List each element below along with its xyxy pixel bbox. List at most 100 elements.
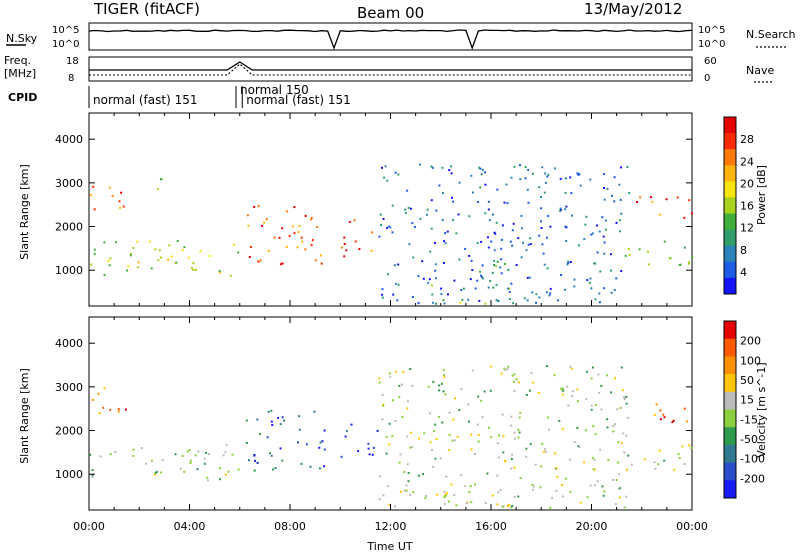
range-cell [448,411,451,414]
range-cell [443,240,446,243]
range-cell [438,184,441,187]
range-cell [512,222,515,225]
range-cell [224,451,227,454]
range-cell [433,430,436,432]
range-cell [406,189,409,192]
range-cell [624,254,627,257]
velocity-colorbar: 200 100 50 15 -15 -50 -100 -200 [723,320,765,499]
range-cell [398,396,401,399]
range-cell [353,219,356,222]
range-cell [647,263,650,266]
cpid-label: CPID [8,91,37,104]
range-cell [602,235,605,238]
range-cell [426,208,429,211]
range-cell [229,274,232,277]
range-cell [478,299,481,302]
range-cell [382,218,385,220]
range-cell [601,485,604,488]
range-cell [527,168,530,171]
range-cell [523,297,526,300]
range-cell [503,367,506,370]
range-cell [557,299,559,302]
range-cell [454,397,456,400]
range-cell [678,457,681,459]
range-cell [319,254,322,257]
range-cell [443,376,446,379]
range-cell [598,301,601,304]
range-cell [181,455,184,457]
range-cell [559,207,562,210]
y-tick-label: 2000 [55,221,83,234]
range-cell [481,416,484,419]
range-cell [99,455,102,458]
colorbar-swatch [724,391,736,410]
range-cell [469,485,472,487]
freq-tick-top: 18 [66,56,79,67]
range-cell [529,243,532,246]
range-cell [403,489,406,492]
range-cell [497,491,500,494]
range-cell [409,368,412,370]
range-cell [150,459,153,462]
range-cell [247,224,250,227]
range-cell [534,463,537,466]
range-cell [651,200,654,203]
range-cell [596,480,599,483]
range-cell [577,173,580,176]
colorbar-frame [723,320,737,499]
range-cell [597,373,600,376]
range-cell [603,198,606,201]
range-cell [623,398,626,400]
range-cell [603,252,606,255]
range-cell [495,283,498,286]
range-cell [529,443,532,446]
nsearch-tick-bottom: 10^0 [698,39,725,50]
velocity-cbar-label: Velocity [m s^-1] [755,362,768,457]
range-cell [205,451,208,454]
range-cell [564,225,567,228]
range-cell [501,224,504,227]
range-cell [385,452,388,455]
range-cell [253,205,256,208]
range-cell [538,296,541,299]
colorbar-tick-label: 28 [740,133,754,146]
range-cell [320,262,323,265]
range-cell [318,467,321,470]
range-cell [344,435,347,438]
range-cell [603,241,606,244]
range-cell [493,249,496,252]
range-cell [480,274,482,277]
range-cell [490,436,493,439]
range-cell [468,215,471,218]
range-cell [304,214,307,217]
range-cell [443,496,446,498]
colorbar-frame [723,116,737,295]
range-cell [495,299,498,302]
range-cell [382,404,385,407]
range-cell [225,443,228,446]
range-cell [386,227,389,230]
range-cell [429,250,432,253]
range-cell [298,224,301,227]
range-cell [441,166,444,169]
range-cell [246,214,249,217]
range-cell [154,248,157,251]
range-cell [622,432,625,435]
range-cell [157,259,160,262]
power-panel: 1000 2000 3000 4000 Slant Range [km] 4 8 12 16… [18,112,768,307]
range-cell [350,423,353,426]
range-cell [599,270,602,273]
range-cell [678,264,681,266]
range-cell [438,384,441,387]
range-cell [419,163,421,166]
range-cell [655,403,658,406]
range-cell [625,434,628,437]
range-cell [546,175,549,178]
velocity-frame [88,316,693,511]
range-cell [176,240,179,242]
range-cell [576,426,579,429]
range-cell [300,236,303,239]
range-cell [323,465,326,468]
range-cell [428,278,431,281]
range-cell [368,453,371,456]
